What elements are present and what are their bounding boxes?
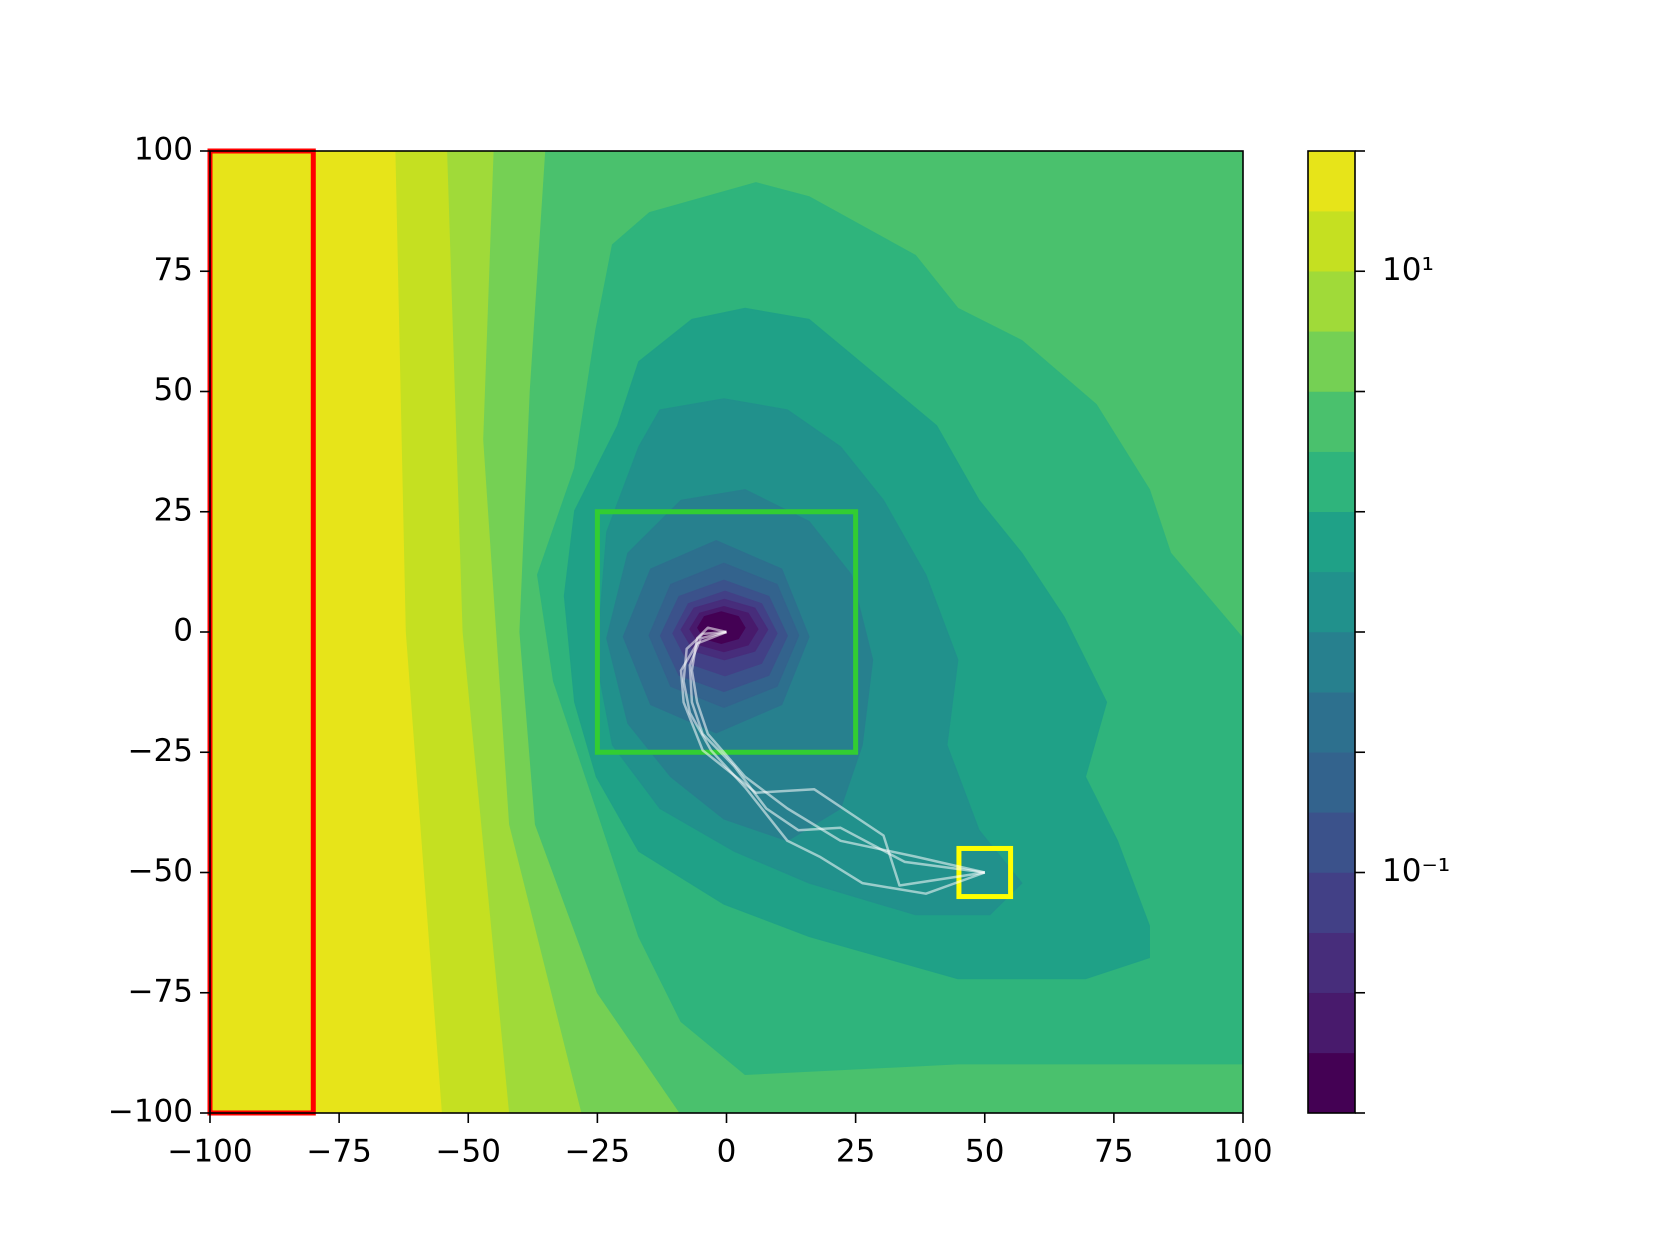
- region-box: [956, 845, 1014, 900]
- colorbar-band: [1307, 210, 1356, 272]
- colorbar-band: [1307, 691, 1356, 753]
- trajectory: [682, 630, 986, 895]
- y-tick-label: −25: [128, 733, 193, 769]
- x-tick-label: 75: [1094, 1134, 1133, 1170]
- colorbar-band: [1307, 451, 1356, 512]
- colorbar-band: [1307, 752, 1356, 813]
- overlay: −100 −75 −50 −25 0 25 50 75 100 −100 −75 −50 −25 0 25 5…: [108, 132, 1450, 1170]
- colorbar-band: [1307, 812, 1356, 873]
- colorbar-band: [1307, 331, 1356, 392]
- colorbar-band: [1307, 511, 1356, 573]
- colorbar-band: [1307, 932, 1356, 994]
- colorbar-band: [1307, 391, 1356, 452]
- x-tick-label: −75: [306, 1134, 371, 1170]
- colorbar-band: [1307, 872, 1356, 933]
- x-tick-label: 50: [965, 1134, 1004, 1170]
- x-tick-label: −25: [565, 1134, 630, 1170]
- colorbar-tick-label: 10¹: [1382, 252, 1434, 288]
- y-tick-label: −100: [108, 1094, 193, 1130]
- colorbar-band: [1307, 631, 1356, 693]
- colorbar-band: [1307, 1052, 1356, 1114]
- y-tick-label: −75: [128, 973, 193, 1009]
- region-box: [594, 509, 859, 755]
- colorbar-tick-label: 10⁻¹: [1382, 853, 1450, 889]
- y-tick-label: 25: [154, 492, 193, 528]
- colorbar-band: [1307, 571, 1356, 633]
- colorbar-band: [1307, 150, 1356, 212]
- trajectory: [679, 630, 985, 887]
- y-tick-label: 50: [154, 372, 193, 408]
- colorbar-band: [1307, 992, 1356, 1054]
- x-tick-label: 0: [717, 1134, 737, 1170]
- contour-region: [697, 611, 746, 645]
- x-tick-label: 100: [1213, 1134, 1272, 1170]
- x-tick-label: 25: [836, 1134, 875, 1170]
- x-tick-label: −100: [167, 1134, 252, 1170]
- colorbar-band: [1307, 271, 1356, 332]
- y-tick-label: 75: [154, 252, 193, 288]
- x-tick-label: −50: [436, 1134, 501, 1170]
- y-tick-label: 100: [134, 132, 193, 168]
- trajectory: [688, 630, 985, 874]
- y-tick-label: −50: [128, 853, 193, 889]
- y-tick-label: 0: [173, 613, 193, 649]
